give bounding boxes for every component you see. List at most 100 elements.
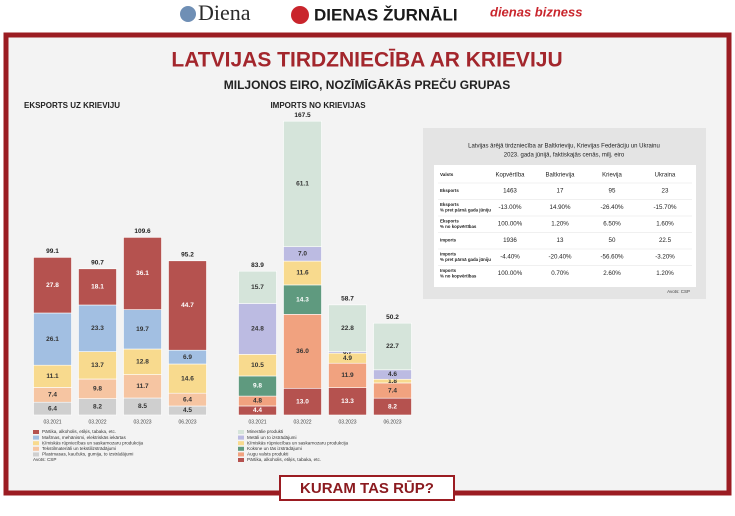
row-label: % pret pārnā gada jūniju <box>440 257 491 262</box>
table-cell: 1463 <box>503 188 517 195</box>
table-cell: 13 <box>557 237 564 244</box>
footer-box <box>279 475 455 501</box>
bar-segment <box>283 120 322 248</box>
table-cell: 1936 <box>503 237 517 244</box>
x-tick-label: 06.2023 <box>383 419 401 425</box>
table-cell: 14.90% <box>550 204 571 211</box>
row-label: % no kopvērtības <box>440 224 477 229</box>
value-label: 14.6 <box>181 375 194 382</box>
legend-swatch <box>238 446 244 451</box>
table-cell: -13.00% <box>498 204 522 211</box>
value-label: 6.4 <box>48 405 57 412</box>
value-label: 61.1 <box>296 181 309 188</box>
value-label: 6.4 <box>183 396 192 403</box>
bar-segment <box>328 387 367 416</box>
bar-segment <box>78 268 117 306</box>
table-cell: -4.40% <box>500 254 520 261</box>
legend-swatch <box>33 435 39 440</box>
bar-segment <box>373 322 412 371</box>
total-label: 99.1 <box>46 248 59 255</box>
legend-label: Metāli un to izstrādājumi <box>247 435 297 440</box>
table-header: Krievija <box>602 173 622 179</box>
value-label: 4.8 <box>253 398 262 405</box>
row-label: Eksports <box>440 188 459 193</box>
value-label: 22.8 <box>341 325 354 332</box>
legend-label: Plastmasas, kaučuks, gumija, to izstrādā… <box>42 452 133 457</box>
bar-segment <box>123 309 162 350</box>
legend-label: Pārtika, alkoholis, etiķis, tabaka, etc. <box>247 457 321 462</box>
value-label: 18.1 <box>91 284 104 291</box>
legend-label: Tekstilmateriāli un tekstilizstrādājumi <box>42 446 116 451</box>
total-label: 58.7 <box>341 296 354 303</box>
value-label: 14.3 <box>296 296 309 303</box>
value-label: 8.5 <box>138 403 147 410</box>
value-label: 7.4 <box>388 387 397 394</box>
bar-segment <box>78 304 117 352</box>
logo: DIENAS ŽURNĀLI <box>314 5 458 24</box>
logo: dienas bizness <box>490 4 582 19</box>
row-label: % pret pārnā gada jūniju <box>440 207 491 212</box>
table-cell: -20.40% <box>548 254 572 261</box>
value-label: 4.4 <box>253 407 262 414</box>
value-label: 15.7 <box>251 284 264 291</box>
source: Avots: CSP <box>33 457 56 462</box>
legend-swatch <box>33 430 39 434</box>
table-cell: -26.40% <box>600 204 624 211</box>
bar-segment <box>168 363 207 394</box>
row-label: Imports <box>440 251 457 256</box>
bar-segment <box>33 257 72 314</box>
x-tick-label: 03.2021 <box>43 419 61 425</box>
x-tick-label: 03.2021 <box>248 419 266 425</box>
legend-swatch <box>33 446 39 451</box>
legend-swatch <box>238 441 244 446</box>
table-cell: -3.20% <box>655 254 675 261</box>
bar-segment <box>78 351 117 380</box>
value-label: 4.9 <box>343 355 352 362</box>
table-cell: 23 <box>662 188 669 195</box>
footer: KURAM TAS RŪP? <box>300 480 434 497</box>
value-label: 26.1 <box>46 336 59 343</box>
table-cell: 1.60% <box>656 221 674 228</box>
legend-swatch <box>238 458 244 462</box>
value-label: 8.2 <box>388 403 397 410</box>
legend-swatch <box>33 452 39 457</box>
value-label: 6.9 <box>183 354 192 361</box>
table-header: Ukraina <box>655 173 676 179</box>
row-label: Eksports <box>440 218 459 223</box>
table-cell: 0.70% <box>551 270 569 277</box>
value-label: 9.8 <box>253 383 262 390</box>
value-label: 13.0 <box>296 398 309 405</box>
value-label: 12.8 <box>136 359 149 366</box>
logo-icon <box>291 6 309 24</box>
total-label: 109.6 <box>134 228 151 235</box>
table-cell: 100.00% <box>498 270 523 277</box>
table-cell: 2.60% <box>603 270 621 277</box>
chart-title: EKSPORTS UZ KRIEVIJU <box>24 101 120 110</box>
value-label: 11.1 <box>46 373 59 380</box>
bar-segment <box>168 260 207 351</box>
x-tick-label: 06.2023 <box>178 419 196 425</box>
table-body <box>434 165 696 287</box>
value-label: 19.7 <box>136 326 149 333</box>
legend-label: Minerālie produkti <box>247 429 283 434</box>
table-cell: 6.50% <box>603 221 621 228</box>
table-cell: 95 <box>609 188 616 195</box>
row-label: Imports <box>440 268 457 273</box>
value-label: 1.8 <box>388 378 397 385</box>
legend-swatch <box>238 430 244 434</box>
row-label: Imports <box>440 238 457 243</box>
table-cell: 50 <box>609 237 616 244</box>
x-tick-label: 03.2023 <box>338 419 356 425</box>
value-label: 36.1 <box>136 270 149 277</box>
title: LATVIJAS TIRDZNIECĪBA AR KRIEVIJU <box>171 49 562 72</box>
bar-segment <box>283 284 322 315</box>
value-label: 23.3 <box>91 325 104 332</box>
legend-swatch <box>238 452 244 457</box>
value-label: 4.5 <box>183 407 192 414</box>
total-label: 50.2 <box>386 314 399 321</box>
table-title: Latvijas ārējā tirdzniecība ar Baltkriev… <box>468 144 660 150</box>
table-cell: 17 <box>557 188 564 195</box>
total-label: 90.7 <box>91 260 104 267</box>
table-header: Kopvērtība <box>495 173 525 179</box>
